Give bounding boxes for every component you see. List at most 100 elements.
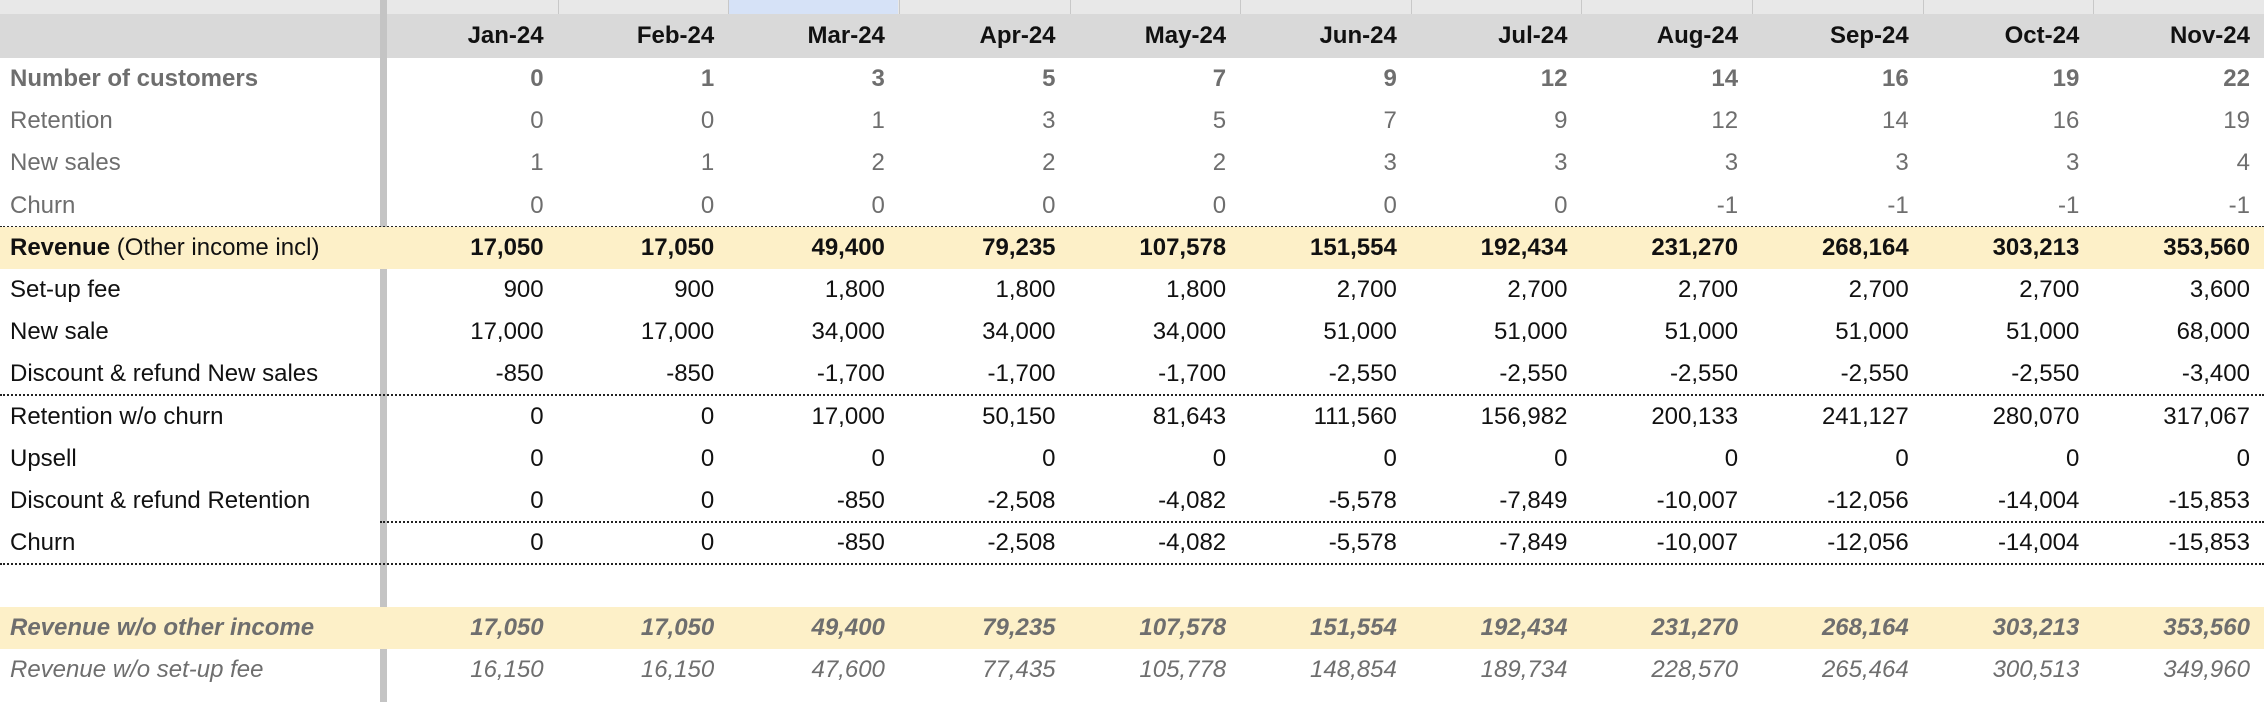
value-cell: 0 bbox=[1212, 191, 1227, 219]
value-cell: 0 bbox=[1554, 191, 1568, 219]
value-cell: 7 bbox=[1212, 65, 1227, 92]
label-text: Revenue w/o set-up fee bbox=[10, 655, 264, 683]
label-text: Number of customers bbox=[10, 65, 259, 92]
value-cell: 2,700 bbox=[1848, 276, 1909, 303]
value-cell: 3 bbox=[1895, 149, 1909, 177]
value-cell: -850 bbox=[495, 360, 544, 388]
value-cell: 5 bbox=[1212, 107, 1227, 135]
label-text: Revenue w/o other income bbox=[10, 613, 315, 641]
header-row bbox=[0, 14, 2264, 58]
value-cell: 17,050 bbox=[470, 233, 544, 261]
value-cell: -15,853 bbox=[2168, 487, 2250, 514]
value-cell: 9 bbox=[1383, 65, 1397, 92]
value-cell: 34,000 bbox=[811, 318, 885, 346]
row-label: New sales bbox=[0, 142, 380, 184]
value-cell: 2,700 bbox=[1507, 276, 1568, 303]
row-label: Revenue w/o other income bbox=[0, 607, 380, 649]
column-divider bbox=[728, 0, 730, 14]
value-cell: 3 bbox=[871, 65, 885, 92]
value-cell: 0 bbox=[530, 529, 544, 557]
frozen-separator bbox=[380, 0, 387, 702]
value-cell: 17,000 bbox=[811, 402, 885, 430]
value-cell: 51,000 bbox=[1323, 318, 1397, 346]
value-cell: 0 bbox=[1554, 444, 1568, 472]
value-cell: -1,700 bbox=[987, 360, 1056, 388]
column-divider bbox=[1069, 0, 1071, 14]
value-cell: 228,570 bbox=[1651, 655, 1739, 683]
value-cell: 12 bbox=[1711, 107, 1739, 135]
value-cell: 105,778 bbox=[1139, 655, 1227, 683]
value-cell: 151,554 bbox=[1310, 233, 1397, 261]
value-cell: -7,849 bbox=[1499, 529, 1568, 557]
value-cell: 303,213 bbox=[1992, 233, 2080, 261]
value-cell: 1,800 bbox=[1166, 276, 1227, 303]
label-text: Churn bbox=[10, 191, 76, 219]
value-cell: 17,050 bbox=[470, 613, 544, 641]
value-cell: 3 bbox=[1042, 107, 1056, 135]
value-cell: 148,854 bbox=[1310, 655, 1397, 683]
dotted-border bbox=[380, 521, 2264, 523]
label-text: Retention bbox=[10, 107, 113, 135]
value-cell: 231,270 bbox=[1651, 613, 1739, 641]
value-cell: -2,508 bbox=[987, 529, 1056, 557]
value-cell: 77,435 bbox=[982, 655, 1056, 683]
row-label: Discount & refund New sales bbox=[0, 353, 380, 395]
value-cell: 2 bbox=[1212, 149, 1227, 177]
value-cell: 0 bbox=[1383, 444, 1397, 472]
value-cell: 1,800 bbox=[995, 276, 1056, 303]
value-cell: 4 bbox=[2236, 149, 2250, 177]
value-cell: 19 bbox=[2052, 65, 2080, 92]
column-divider bbox=[1922, 0, 1924, 14]
value-cell: 2,700 bbox=[1336, 276, 1397, 303]
value-cell: 151,554 bbox=[1310, 613, 1397, 641]
value-cell: -2,550 bbox=[1670, 360, 1739, 388]
month-header: Oct-24 bbox=[2004, 22, 2080, 49]
value-cell: 49,400 bbox=[811, 233, 885, 261]
value-cell: 192,434 bbox=[1480, 613, 1568, 641]
value-cell: 50,150 bbox=[982, 402, 1056, 430]
value-cell: 14 bbox=[1882, 107, 1909, 135]
value-cell: 111,560 bbox=[1313, 402, 1397, 430]
value-cell: 2 bbox=[871, 149, 885, 177]
value-cell: -1,700 bbox=[1158, 360, 1227, 388]
row-label: Upsell bbox=[0, 438, 380, 480]
row-label: Revenue w/o set-up fee bbox=[0, 649, 380, 691]
value-cell: 1 bbox=[871, 107, 885, 135]
value-cell: 268,164 bbox=[1821, 233, 1909, 261]
value-cell: 3 bbox=[2065, 149, 2080, 177]
value-cell: 0 bbox=[1042, 444, 1056, 472]
month-header: Nov-24 bbox=[2169, 22, 2250, 49]
row-label: Churn bbox=[0, 522, 380, 564]
value-cell: 349,960 bbox=[2163, 655, 2250, 683]
month-header: Jun-24 bbox=[1319, 22, 1397, 49]
value-cell: 16 bbox=[2052, 107, 2080, 135]
value-cell: 0 bbox=[1383, 191, 1397, 219]
value-cell: 34,000 bbox=[982, 318, 1056, 346]
label-text: Upsell bbox=[10, 444, 77, 472]
value-cell: 14 bbox=[1711, 65, 1739, 92]
value-cell: 0 bbox=[700, 444, 715, 472]
value-cell: 200,133 bbox=[1651, 402, 1739, 430]
highlight-band bbox=[0, 226, 2264, 269]
value-cell: 79,235 bbox=[982, 233, 1056, 261]
row-label: New sale bbox=[0, 311, 380, 353]
value-cell: 900 bbox=[674, 276, 715, 303]
value-cell: 0 bbox=[1042, 191, 1056, 219]
value-cell: 1 bbox=[700, 149, 715, 177]
value-cell: 7 bbox=[1383, 107, 1397, 135]
value-cell: 12 bbox=[1540, 65, 1568, 92]
value-cell: 317,067 bbox=[2163, 402, 2250, 430]
value-cell: -7,849 bbox=[1499, 487, 1568, 514]
value-cell: 0 bbox=[530, 487, 544, 514]
value-cell: 16,150 bbox=[470, 655, 544, 683]
value-cell: -5,578 bbox=[1328, 487, 1397, 514]
value-cell: -1 bbox=[1716, 191, 1739, 219]
row-label: Retention w/o churn bbox=[0, 396, 380, 438]
value-cell: 0 bbox=[2236, 444, 2250, 472]
label-text: Revenue bbox=[10, 233, 111, 261]
label-text: New sales bbox=[10, 149, 121, 177]
value-cell: -14,004 bbox=[1997, 529, 2080, 557]
value-cell: -1 bbox=[2228, 191, 2250, 219]
value-cell: -2,550 bbox=[1499, 360, 1568, 388]
value-cell: 0 bbox=[871, 191, 885, 219]
